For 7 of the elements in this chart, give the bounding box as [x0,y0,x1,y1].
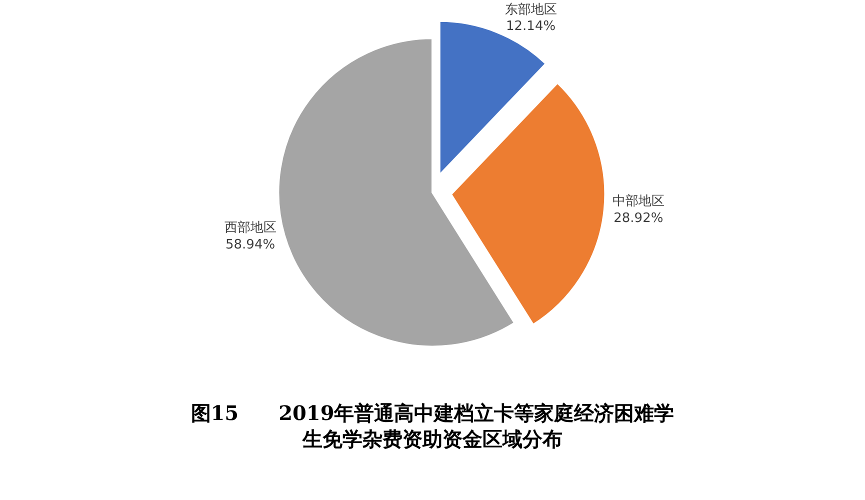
data-label: 28.92% [614,210,664,226]
slice-label: 东部地区 [504,2,557,18]
slice-label: 西部地区 [224,220,276,236]
text: 图15 2019年普通高中建档立卡等家庭经济困难学生免学杂费资助资金区域分布 [190,401,674,451]
slice-label: 中部地区 [612,194,664,209]
data-label: 58.94% [225,237,276,252]
data-label: 12.14% [506,19,556,34]
